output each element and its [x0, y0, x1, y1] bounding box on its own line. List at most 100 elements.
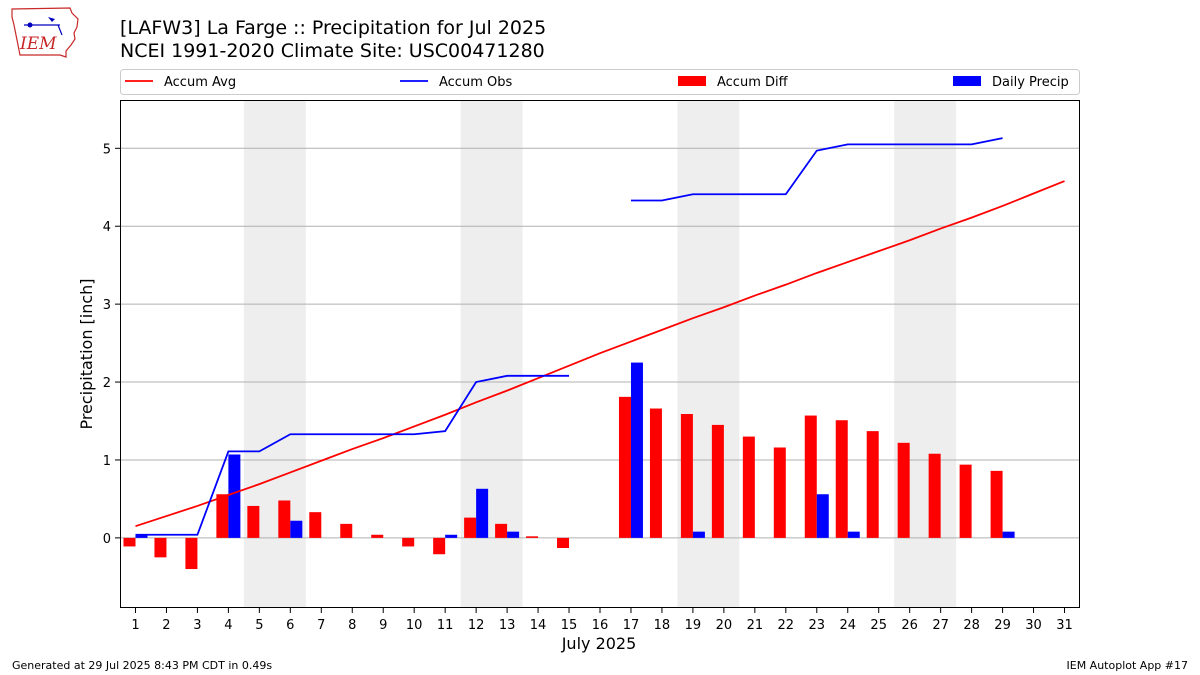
- accum-diff-bar: [835, 420, 848, 538]
- accum-avg-line: [135, 180, 1065, 528]
- y-tick-label: 5: [103, 142, 111, 157]
- accum-diff-bar: [278, 500, 291, 538]
- daily-precip-bar: [692, 531, 705, 538]
- accum-diff-bar: [402, 537, 415, 547]
- y-tick-label: 4: [103, 220, 111, 235]
- x-tick-label: 22: [778, 618, 795, 633]
- iem-logo: IEM: [11, 7, 79, 58]
- line-series: [135, 137, 1065, 536]
- x-tick-label: 4: [224, 618, 232, 633]
- x-tick-label: 11: [437, 618, 454, 633]
- y-tick-label: 0: [103, 532, 111, 547]
- x-tick-label: 31: [1056, 618, 1073, 633]
- x-tick-label: 15: [561, 618, 578, 633]
- plot-frame: [120, 100, 1080, 608]
- daily-precip-bar: [816, 494, 829, 538]
- x-tick-label: 10: [406, 618, 423, 633]
- accum-diff-bar: [990, 470, 1003, 538]
- accum-diff-bar: [154, 537, 167, 558]
- x-tick-label: 20: [716, 618, 733, 633]
- y-tick-label: 1: [103, 454, 111, 469]
- accum-diff-bar: [340, 523, 353, 538]
- bar-series: [123, 362, 1015, 570]
- x-tick-label: 13: [499, 618, 516, 633]
- y-axis-label: Precipitation [inch]: [77, 278, 96, 429]
- accum-diff-bar: [433, 537, 446, 555]
- x-tick-label: 8: [348, 618, 356, 633]
- weekend-bands: [243, 100, 957, 608]
- accum-diff-bar: [371, 534, 384, 538]
- legend-label-accum-avg: Accum Avg: [164, 75, 236, 90]
- daily-precip-bar: [445, 534, 458, 538]
- x-tick-label: 25: [870, 618, 887, 633]
- generated-timestamp: Generated at 29 Jul 2025 8:43 PM CDT in …: [12, 659, 273, 672]
- x-tick-label: 19: [685, 618, 702, 633]
- x-tick-label: 5: [255, 618, 263, 633]
- accum-diff-bar: [773, 447, 786, 538]
- x-tick-label: 29: [994, 618, 1011, 633]
- accum-diff-bar: [526, 536, 539, 538]
- accum-diff-bar: [495, 523, 508, 538]
- accum-diff-bar: [928, 453, 941, 538]
- x-tick-label: 7: [317, 618, 325, 633]
- daily-precip-bar: [290, 520, 303, 538]
- accum-diff-bar: [804, 415, 817, 538]
- daily-precip-bar: [135, 534, 148, 538]
- accum-diff-bar: [959, 464, 972, 538]
- x-tick-label: 9: [379, 618, 387, 633]
- legend-label-daily-precip: Daily Precip: [992, 75, 1069, 90]
- accum-obs-line: [630, 137, 1003, 202]
- x-tick-label: 6: [286, 618, 294, 633]
- y-tick-label: 2: [103, 376, 111, 391]
- daily-precip-bar: [1002, 531, 1015, 538]
- iowa-outline-icon: [11, 7, 79, 58]
- accum-diff-bar: [464, 517, 477, 538]
- accum-diff-bar: [216, 494, 229, 538]
- accum-diff-bar: [185, 537, 198, 570]
- x-tick-label: 2: [162, 618, 170, 633]
- accum-diff-bar: [123, 537, 136, 547]
- accum-diff-bar: [247, 505, 260, 538]
- app-label: IEM Autoplot App #17: [1066, 659, 1189, 672]
- accum-diff-bar: [897, 442, 910, 538]
- x-tick-label: 16: [592, 618, 609, 633]
- x-tick-label: 18: [654, 618, 671, 633]
- legend-label-accum-obs: Accum Obs: [439, 75, 512, 90]
- accum-diff-bar: [742, 436, 755, 538]
- daily-precip-bar: [847, 531, 860, 538]
- x-tick-label: 27: [932, 618, 949, 633]
- legend-frame: [120, 69, 1080, 95]
- legend-label-accum-diff: Accum Diff: [717, 75, 789, 90]
- x-tick-label: 28: [963, 618, 980, 633]
- chart-subtitle: NCEI 1991-2020 Climate Site: USC00471280: [120, 40, 545, 62]
- x-tick-label: 3: [193, 618, 201, 633]
- y-axis-ticks: 0 1 2 3 4 5: [103, 142, 120, 547]
- legend-swatch-accum-diff: [678, 76, 706, 86]
- daily-precip-bar: [630, 362, 643, 538]
- legend-swatch-daily-precip: [953, 76, 981, 86]
- accum-diff-bar: [618, 396, 631, 538]
- x-tick-label: 17: [623, 618, 640, 633]
- x-axis-label: July 2025: [561, 634, 637, 653]
- accum-diff-bar: [711, 424, 724, 538]
- legend: Accum Avg Accum Obs Accum Diff Daily Precip: [120, 69, 1080, 95]
- x-tick-label: 12: [468, 618, 485, 633]
- accum-diff-bar: [557, 537, 570, 549]
- daily-precip-bar: [228, 454, 241, 538]
- x-axis-ticks: 1 2 3 4 5 6 7 8 9 10 11 12 13 14 15 16 17 18 19 20 21 22 23 24 2…: [131, 608, 1073, 633]
- accum-diff-bar: [866, 431, 879, 538]
- daily-precip-bar: [507, 531, 520, 538]
- chart-title: [LAFW3] La Farge :: Precipitation for Ju…: [120, 17, 547, 39]
- x-tick-label: 21: [747, 618, 764, 633]
- x-tick-label: 30: [1025, 618, 1042, 633]
- daily-precip-bar: [476, 488, 489, 538]
- x-tick-label: 23: [809, 618, 826, 633]
- x-tick-label: 24: [839, 618, 856, 633]
- accum-obs-line: [135, 374, 570, 536]
- accum-diff-bar: [680, 413, 693, 538]
- accum-diff-bar: [649, 408, 662, 538]
- accum-diff-bar: [309, 512, 322, 538]
- x-tick-label: 14: [530, 618, 547, 633]
- logo-text: IEM: [19, 34, 57, 54]
